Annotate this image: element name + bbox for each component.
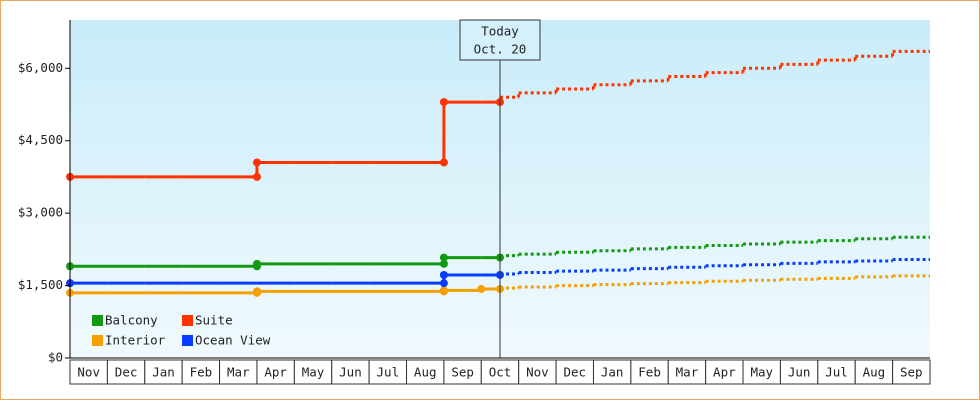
legend-swatch [92,315,103,326]
legend-swatch [92,335,103,346]
x-tick-cell [630,359,669,385]
legend-label: Interior [105,333,166,348]
x-tick-label: Jul [377,365,400,380]
x-tick-cell [667,359,707,385]
price-point [252,287,261,296]
today-date: Oct. 20 [474,42,527,57]
y-tick-label: $3,000 [18,205,63,220]
x-tick-label: Feb [638,365,661,380]
x-tick-cell [779,359,819,385]
y-tick-label: $6,000 [18,60,63,75]
x-tick-label: May [750,365,773,380]
x-tick-label: Dec [115,365,138,380]
today-title: Today [481,24,519,39]
x-tick-cell [480,359,520,385]
x-tick-cell [256,359,295,385]
price-point [439,253,448,262]
x-tick-cell [555,359,594,385]
x-tick-cell [817,359,856,385]
y-tick-label: $0 [48,350,63,365]
x-tick-cell [518,359,557,385]
y-tick-label: $4,500 [18,132,63,147]
price-point [439,286,448,295]
x-tick-label: Aug [414,365,437,380]
x-tick-cell [181,359,221,385]
x-tick-label: May [302,365,325,380]
legend-swatch [182,335,193,346]
x-tick-label: Dec [563,365,586,380]
x-tick-label: Jun [339,365,362,380]
x-tick-cell [368,359,408,385]
x-tick-cell [293,359,333,385]
x-tick-cell [854,359,894,385]
x-tick-cell [331,359,370,385]
x-tick-cell [742,359,781,385]
price-point [439,270,448,279]
x-tick-label: Sep [451,365,474,380]
x-tick-label: Nov [77,365,100,380]
x-tick-label: Sep [900,365,923,380]
x-tick-label: Apr [264,365,287,380]
legend-label: Suite [195,313,233,328]
x-tick-cell [144,359,183,385]
x-tick-label: Mar [676,365,699,380]
x-tick-cell [705,359,744,385]
x-tick-cell [443,359,482,385]
x-tick-label: Jul [825,365,848,380]
x-tick-label: Feb [190,365,213,380]
x-tick-cell [892,359,931,385]
x-tick-cell [106,359,146,385]
price-point [477,284,486,293]
legend-label: Balcony [105,313,158,328]
legend-label: Ocean View [195,333,271,348]
x-tick-cell [406,359,445,385]
x-tick-label: Jun [788,365,811,380]
price-point [252,158,261,167]
y-tick-label: $1,500 [18,277,63,292]
x-tick-label: Jan [601,365,624,380]
x-tick-cell [592,359,632,385]
x-tick-label: Jan [152,365,175,380]
x-tick-label: Mar [227,365,250,380]
today-box [459,19,541,61]
x-tick-label: Aug [863,365,886,380]
x-tick-cell [69,359,108,385]
x-tick-label: Oct [489,365,512,380]
x-tick-label: Apr [713,365,736,380]
price-point [252,259,261,268]
x-tick-label: Nov [526,365,549,380]
legend-swatch [182,315,193,326]
price-point [439,98,448,107]
